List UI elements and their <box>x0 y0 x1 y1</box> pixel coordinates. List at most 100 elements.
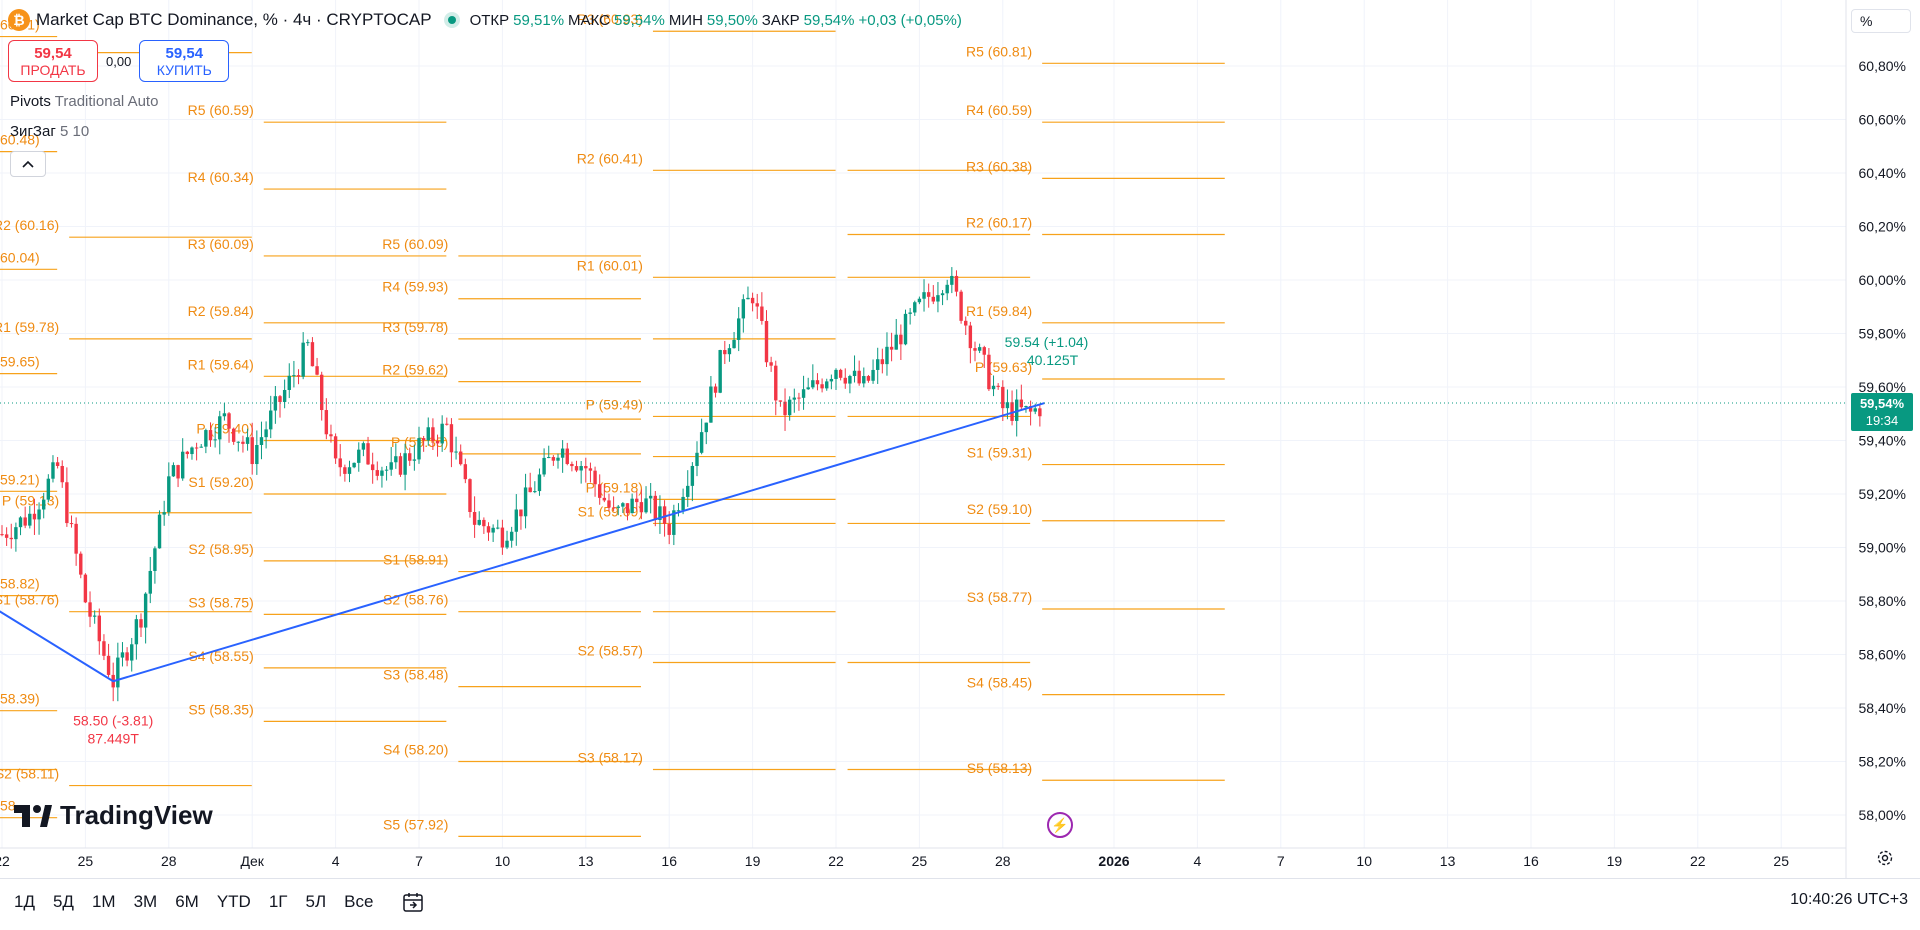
buy-button[interactable]: 59,54 КУПИТЬ <box>139 40 230 82</box>
zigzag-line <box>0 402 1045 683</box>
indicator-name: ЗигЗаг <box>10 123 56 140</box>
candle-body <box>588 468 593 471</box>
x-tick-label: 16 <box>1523 853 1539 869</box>
x-tick-label: 10 <box>495 853 511 869</box>
range-1m-button[interactable]: 1М <box>91 892 116 911</box>
candle-body <box>718 350 722 393</box>
candle-body <box>931 296 935 302</box>
candle-body <box>806 387 810 390</box>
candle-body <box>825 381 829 389</box>
candle-body <box>445 423 449 425</box>
candle-body <box>672 510 676 535</box>
pivot-level-label: R1 (59.84) <box>966 303 1032 319</box>
clock-timezone[interactable]: 10:40:26 UTC+3 <box>1790 891 1908 908</box>
candle-body <box>361 443 366 450</box>
y-tick-label: 60,80% <box>1859 58 1906 74</box>
x-tick-label: Дек <box>240 853 264 869</box>
range-3m-button[interactable]: 3М <box>133 892 158 911</box>
zigzag-low-volume: 87.449T <box>88 730 140 746</box>
range-5d-button[interactable]: 5Д <box>52 892 74 911</box>
candle-body <box>686 485 690 497</box>
x-tick-label: 22 <box>828 853 844 869</box>
candle-body <box>204 430 208 447</box>
candle-body <box>171 465 176 477</box>
candle-body <box>644 498 648 513</box>
range-1y-button[interactable]: 1Г <box>268 892 288 911</box>
candle-body <box>486 526 491 533</box>
pivot-level-label: R1 (60.01) <box>577 257 643 273</box>
calendar-icon[interactable] <box>401 890 425 914</box>
zigzag-high-volume: 40.125T <box>1027 352 1079 368</box>
pivot-level-label: S2 (58.76) <box>383 592 448 608</box>
range-1d-button[interactable]: 1Д <box>14 892 35 911</box>
candle-body <box>51 462 55 479</box>
candle-body <box>472 512 477 525</box>
y-tick-label: 60,00% <box>1859 272 1906 288</box>
candle-body <box>417 438 421 460</box>
candle-body <box>250 437 254 465</box>
pivot-level-label: R4 (59.93) <box>382 279 448 295</box>
market-status-dot[interactable] <box>447 16 456 24</box>
candle-body <box>384 469 389 471</box>
candle-body <box>343 467 347 474</box>
range-6m-button[interactable]: 6М <box>175 892 199 911</box>
candle-body <box>120 652 125 658</box>
ohlc-values: ОТКР 59,51% МАКС 59,54% МИН 59,50% ЗАКР 59,5… <box>470 12 962 29</box>
scale-mode-toggle[interactable]: % <box>1851 9 1911 33</box>
candle-body <box>987 354 991 390</box>
candle-body <box>370 464 375 471</box>
candle-body <box>102 641 106 656</box>
candle-body <box>982 347 986 355</box>
spread-value: 0,00 <box>106 53 132 69</box>
candle-body <box>899 334 903 345</box>
lightning-icon[interactable]: ⚡ <box>1047 812 1073 838</box>
candle-body <box>116 657 120 688</box>
chevron-up-icon[interactable] <box>10 151 46 177</box>
candle-body <box>269 410 273 430</box>
pivot-level-label: R1 (59.78) <box>0 319 59 335</box>
ohlc-high-label: МАКС <box>568 11 610 29</box>
x-tick-label: 19 <box>745 853 761 869</box>
candle-body <box>92 615 97 617</box>
indicator-zigzag[interactable]: ЗигЗаг 5 10 <box>10 123 89 140</box>
candle-body <box>79 553 83 575</box>
candle-body <box>848 376 852 384</box>
candle-body <box>648 495 653 499</box>
tradingview-logo[interactable]: TradingView <box>14 800 213 831</box>
price-chart[interactable]: 60,80% 60,60% 60,40% 60,20% 60,00% 59,80% 59,6… <box>0 0 1920 878</box>
candle-body <box>55 462 60 466</box>
candle-body <box>834 369 838 379</box>
x-tick-label: 22 <box>1690 853 1706 869</box>
tradingview-logo-icon <box>14 804 52 827</box>
sell-button[interactable]: 59,54 ПРОДАТЬ <box>8 40 98 82</box>
candle-body <box>218 416 222 440</box>
candle-body <box>913 302 917 313</box>
candle-body <box>750 297 755 304</box>
symbol-title[interactable]: Market Cap BTC Dominance, % · 4ч · CRYPT… <box>36 10 432 29</box>
range-5y-button[interactable]: 5Л <box>305 892 327 911</box>
candle-body <box>792 397 796 400</box>
candle-body <box>380 470 384 476</box>
candle-body <box>134 619 139 645</box>
pivot-level-label: S2 (58.95) <box>188 541 253 557</box>
candle-body <box>940 293 945 296</box>
candle-body <box>287 375 291 390</box>
candle-body <box>727 348 732 355</box>
range-ytd-button[interactable]: YTD <box>216 892 251 911</box>
pivot-level-label: 59.65) <box>0 354 40 370</box>
candle-body <box>838 369 843 378</box>
pivot-level-label: R1 (59.64) <box>188 356 254 372</box>
bar-countdown: 19:34 <box>1865 413 1899 428</box>
candle-body <box>797 397 801 399</box>
bitcoin-icon: ₿ <box>8 9 30 31</box>
candle-body <box>991 385 996 390</box>
candle-body <box>764 320 769 363</box>
candle-body <box>435 440 440 444</box>
candle-body <box>106 655 111 675</box>
indicator-pivots[interactable]: Pivots Traditional Auto <box>10 93 158 110</box>
candle-body <box>922 292 926 299</box>
gear-icon[interactable] <box>1875 848 1895 868</box>
candle-body <box>259 437 264 445</box>
range-all-button[interactable]: Все <box>344 892 374 911</box>
pivot-level-label: 60.48) <box>0 132 40 148</box>
